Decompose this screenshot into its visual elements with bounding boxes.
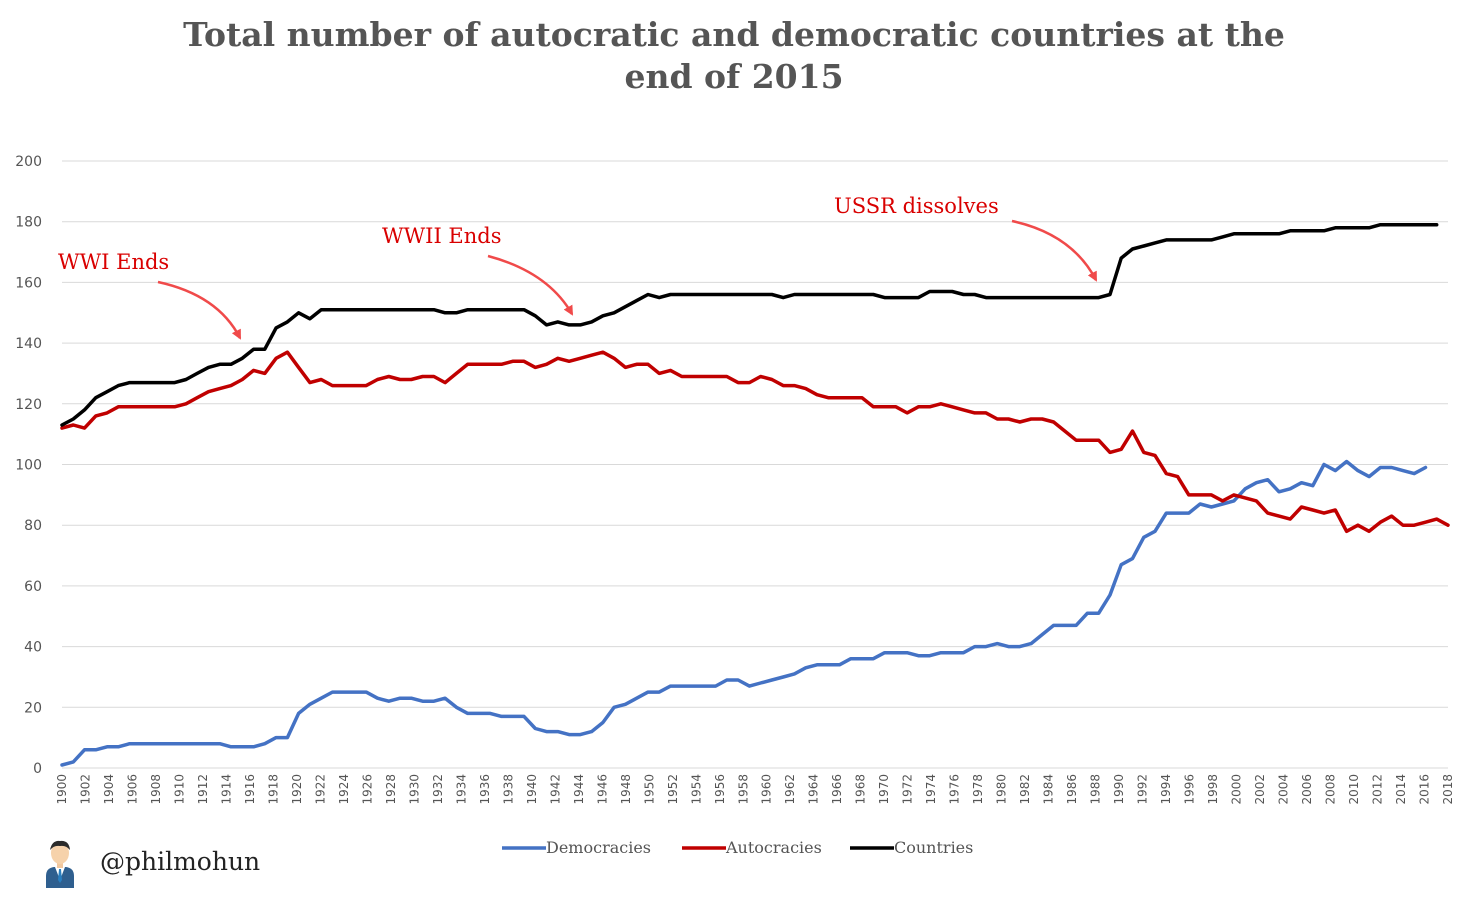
gridlines <box>62 160 1448 769</box>
x-axis-ticks: 1900 1902 1904 1906 1908 1910 1912 1914 1916 1918… <box>55 774 1455 805</box>
annotation-label: WWII Ends <box>382 224 502 248</box>
x-tick-label: 1920 <box>290 774 304 805</box>
annotations: WWI Ends WWII Ends USSR dissolves <box>58 194 1098 340</box>
x-tick-label: 1938 <box>501 774 515 805</box>
x-tick-label: 1976 <box>948 774 962 805</box>
chart-title-line-2: end of 2015 <box>624 57 844 96</box>
x-tick-label: 1992 <box>1136 774 1150 805</box>
x-tick-label: 2000 <box>1230 774 1244 805</box>
y-tick-label: 100 <box>15 458 42 474</box>
y-tick-label: 120 <box>15 397 42 413</box>
x-tick-label: 1966 <box>830 774 844 805</box>
x-tick-label: 2012 <box>1371 774 1385 805</box>
x-tick-label: 1962 <box>783 774 797 805</box>
x-tick-label: 1972 <box>901 774 915 805</box>
chart-title-line-1: Total number of autocratic and democrati… <box>183 15 1285 54</box>
x-tick-label: 1930 <box>407 774 421 805</box>
series-line-democracies <box>60 459 1428 767</box>
x-tick-label: 1908 <box>149 774 163 805</box>
legend-label-countries: Countries <box>894 838 973 857</box>
x-tick-label: 2014 <box>1394 774 1408 805</box>
y-tick-label: 140 <box>15 336 42 352</box>
x-tick-label: 2018 <box>1441 774 1455 805</box>
x-tick-label: 1940 <box>525 774 539 805</box>
x-tick-label: 1960 <box>760 774 774 805</box>
x-tick-label: 1936 <box>478 774 492 805</box>
x-tick-label: 1948 <box>619 774 633 805</box>
x-tick-label: 1928 <box>384 774 398 805</box>
y-axis-ticks: 0 20 40 60 80 100 120 140 160 180 200 <box>15 154 42 777</box>
x-tick-label: 1934 <box>454 774 468 805</box>
person-avatar-icon <box>46 840 74 888</box>
annotation-arrow <box>1011 219 1098 282</box>
x-tick-label: 1904 <box>102 774 116 805</box>
y-tick-label: 20 <box>24 700 42 716</box>
x-tick-label: 1956 <box>713 774 727 805</box>
x-tick-label: 1900 <box>55 774 69 805</box>
x-tick-label: 1988 <box>1089 774 1103 805</box>
x-tick-label: 1942 <box>548 774 562 805</box>
x-tick-label: 1914 <box>219 774 233 805</box>
series-line-countries <box>60 222 1439 427</box>
x-tick-label: 1918 <box>266 774 280 805</box>
x-tick-label: 1924 <box>337 774 351 805</box>
x-tick-label: 2008 <box>1324 774 1338 805</box>
x-tick-label: 1926 <box>360 774 374 805</box>
x-tick-label: 2016 <box>1418 774 1432 805</box>
annotation-label: USSR dissolves <box>834 194 999 218</box>
annotation-arrow <box>157 280 242 340</box>
annotation-arrow <box>487 254 574 316</box>
y-tick-label: 200 <box>15 154 42 170</box>
x-tick-label: 1906 <box>125 774 139 805</box>
x-tick-label: 1986 <box>1065 774 1079 805</box>
x-tick-label: 1944 <box>572 774 586 805</box>
legend: Democracies Autocracies Countries <box>502 838 973 857</box>
legend-label-democracies: Democracies <box>546 838 651 857</box>
chart-title: Total number of autocratic and democrati… <box>0 14 1468 98</box>
x-tick-label: 1970 <box>877 774 891 805</box>
x-tick-label: 1994 <box>1159 774 1173 805</box>
x-tick-label: 1980 <box>995 774 1009 805</box>
author-handle: @philmohun <box>100 847 261 876</box>
x-tick-label: 1952 <box>666 774 680 805</box>
x-tick-label: 1990 <box>1112 774 1126 805</box>
x-tick-label: 1954 <box>689 774 703 805</box>
y-tick-label: 60 <box>24 579 42 595</box>
x-tick-label: 1958 <box>736 774 750 805</box>
x-tick-label: 1950 <box>642 774 656 805</box>
x-tick-label: 1996 <box>1183 774 1197 805</box>
series-lines <box>60 222 1450 767</box>
x-tick-label: 2006 <box>1300 774 1314 805</box>
y-tick-label: 0 <box>33 761 42 777</box>
x-tick-label: 1922 <box>313 774 327 805</box>
x-tick-label: 1978 <box>971 774 985 805</box>
x-tick-label: 1910 <box>172 774 186 805</box>
legend-label-autocracies: Autocracies <box>725 838 822 857</box>
x-tick-label: 1902 <box>78 774 92 805</box>
x-tick-label: 2002 <box>1253 774 1267 805</box>
x-tick-label: 1984 <box>1042 774 1056 805</box>
annotation-label: WWI Ends <box>58 250 169 274</box>
x-tick-label: 1998 <box>1206 774 1220 805</box>
x-tick-label: 1974 <box>924 774 938 805</box>
x-tick-label: 1968 <box>854 774 868 805</box>
x-tick-label: 1964 <box>807 774 821 805</box>
series-line-autocracies <box>60 350 1450 534</box>
x-tick-label: 1946 <box>595 774 609 805</box>
x-tick-label: 2004 <box>1277 774 1291 805</box>
x-tick-label: 2010 <box>1347 774 1361 805</box>
y-tick-label: 80 <box>24 518 42 534</box>
x-tick-label: 1982 <box>1018 774 1032 805</box>
x-tick-label: 1916 <box>243 774 257 805</box>
y-tick-label: 160 <box>15 275 42 291</box>
x-tick-label: 1912 <box>196 774 210 805</box>
x-tick-label: 1932 <box>431 774 445 805</box>
y-tick-label: 180 <box>15 215 42 231</box>
y-tick-label: 40 <box>24 640 42 656</box>
